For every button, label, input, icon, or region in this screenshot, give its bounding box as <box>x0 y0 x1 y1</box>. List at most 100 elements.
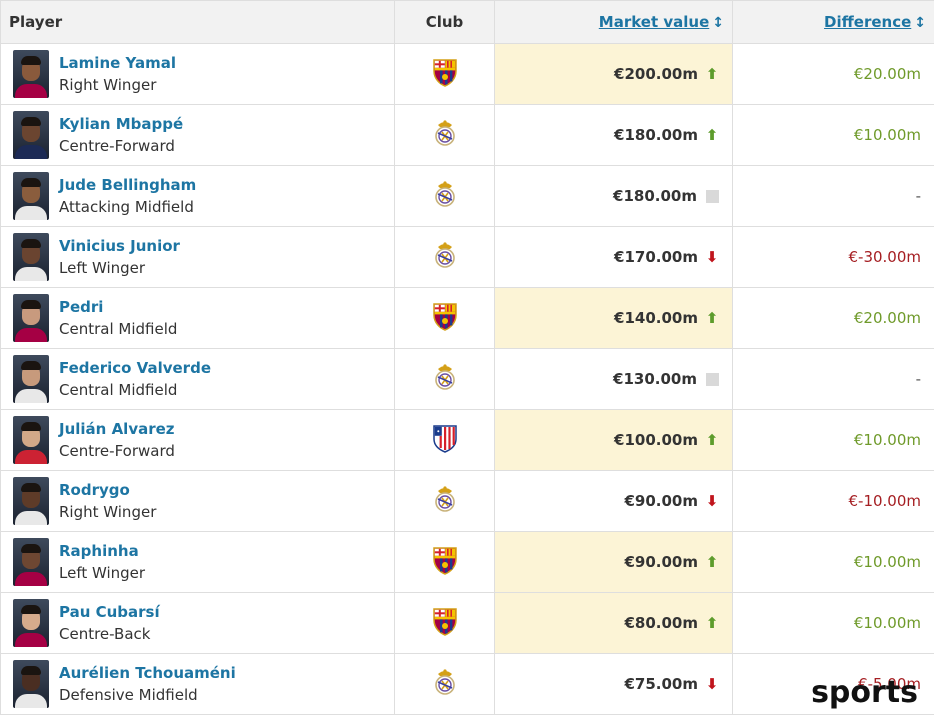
player-name-link[interactable]: Vinicius Junior <box>59 236 180 255</box>
barcelona-crest-icon[interactable] <box>431 301 459 331</box>
sort-difference-link[interactable]: Difference <box>824 13 912 31</box>
market-value-cell: €200.00m ⬆ <box>494 43 733 105</box>
player-position: Central Midfield <box>59 380 178 399</box>
barcelona-crest-icon[interactable] <box>431 57 459 87</box>
table-row: Julián Alvarez Centre-Forward €100.00m ⬆ … <box>0 409 934 471</box>
player-name-link[interactable]: Federico Valverde <box>59 358 211 377</box>
player-name-link[interactable]: Pedri <box>59 297 104 316</box>
player-avatar[interactable] <box>13 172 49 220</box>
player-position: Attacking Midfield <box>59 197 194 216</box>
table-row: Rodrygo Right Winger €90.00m ⬇ €-10.00m <box>0 470 934 532</box>
table-row: Federico Valverde Central Midfield €130.… <box>0 348 934 410</box>
table-row: Kylian Mbappé Centre-Forward €180.00m ⬆ €… <box>0 104 934 166</box>
player-name-link[interactable]: Kylian Mbappé <box>59 114 184 133</box>
difference-cell: €20.00m <box>732 43 934 105</box>
player-name-link[interactable]: Julián Alvarez <box>59 419 175 438</box>
table-row: Vinicius Junior Left Winger €170.00m ⬇ €-… <box>0 226 934 288</box>
player-avatar[interactable] <box>13 599 49 647</box>
value-difference: €-30.00m <box>848 248 921 266</box>
real-madrid-crest-icon[interactable] <box>433 484 457 514</box>
player-name-link[interactable]: Jude Bellingham <box>59 175 197 194</box>
club-cell <box>394 104 495 166</box>
atletico-madrid-crest-icon[interactable] <box>432 423 458 453</box>
market-value-cell: €90.00m ⬆ <box>494 531 733 593</box>
real-madrid-crest-icon[interactable] <box>433 667 457 697</box>
table-row: Jude Bellingham Attacking Midfield €180.… <box>0 165 934 227</box>
arrow-up-icon: ⬆ <box>705 614 719 632</box>
player-cell: Pedri Central Midfield <box>0 287 395 349</box>
sports-watermark-logo: sports <box>811 675 918 710</box>
difference-cell: €10.00m <box>732 409 934 471</box>
value-difference: €10.00m <box>853 431 921 449</box>
market-value: €140.00m <box>614 309 698 327</box>
player-cell: Federico Valverde Central Midfield <box>0 348 395 410</box>
value-difference: - <box>915 187 921 205</box>
table-row: Aurélien Tchouaméni Defensive Midfield €… <box>0 653 934 715</box>
player-avatar[interactable] <box>13 477 49 525</box>
market-value-cell: €140.00m ⬆ <box>494 287 733 349</box>
arrow-up-icon: ⬆ <box>705 126 719 144</box>
player-name-link[interactable]: Lamine Yamal <box>59 53 177 72</box>
market-value: €75.00m <box>624 675 698 693</box>
real-madrid-crest-icon[interactable] <box>433 362 457 392</box>
market-value-cell: €130.00m <box>494 348 733 410</box>
arrow-down-icon: ⬇ <box>705 675 719 693</box>
real-madrid-crest-icon[interactable] <box>433 118 457 148</box>
player-avatar[interactable] <box>13 660 49 708</box>
real-madrid-crest-icon[interactable] <box>433 179 457 209</box>
player-position: Central Midfield <box>59 319 178 338</box>
player-cell: Julián Alvarez Centre-Forward <box>0 409 395 471</box>
player-avatar[interactable] <box>13 111 49 159</box>
player-position: Right Winger <box>59 502 157 521</box>
player-cell: Rodrygo Right Winger <box>0 470 395 532</box>
player-avatar[interactable] <box>13 294 49 342</box>
player-position: Centre-Back <box>59 624 151 643</box>
player-cell: Aurélien Tchouaméni Defensive Midfield <box>0 653 395 715</box>
difference-cell: €20.00m <box>732 287 934 349</box>
market-value: €170.00m <box>614 248 698 266</box>
barcelona-crest-icon[interactable] <box>431 606 459 636</box>
player-position: Right Winger <box>59 75 157 94</box>
real-madrid-crest-icon[interactable] <box>433 240 457 270</box>
club-cell <box>394 409 495 471</box>
arrow-up-icon: ⬆ <box>705 309 719 327</box>
player-name-link[interactable]: Raphinha <box>59 541 139 560</box>
header-market-value[interactable]: Market value ↕ <box>494 0 733 44</box>
market-value-cell: €75.00m ⬇ <box>494 653 733 715</box>
player-position: Centre-Forward <box>59 136 175 155</box>
header-difference[interactable]: Difference ↕ <box>732 0 934 44</box>
barcelona-crest-icon[interactable] <box>431 545 459 575</box>
player-avatar[interactable] <box>13 355 49 403</box>
player-cell: Lamine Yamal Right Winger <box>0 43 395 105</box>
table-row: Pedri Central Midfield €140.00m ⬆ €20.00m <box>0 287 934 349</box>
arrow-up-icon: ⬆ <box>705 553 719 571</box>
player-avatar[interactable] <box>13 416 49 464</box>
sort-market-value-link[interactable]: Market value <box>598 13 710 31</box>
sort-icon[interactable]: ↕ <box>712 15 724 31</box>
player-name-link[interactable]: Aurélien Tchouaméni <box>59 663 236 682</box>
value-difference: €10.00m <box>853 126 921 144</box>
difference-cell: €-30.00m <box>732 226 934 288</box>
market-value-cell: €180.00m ⬆ <box>494 104 733 166</box>
difference-cell: €10.00m <box>732 104 934 166</box>
difference-cell: - <box>732 348 934 410</box>
player-avatar[interactable] <box>13 233 49 281</box>
market-value-cell: €90.00m ⬇ <box>494 470 733 532</box>
player-name-link[interactable]: Pau Cubarsí <box>59 602 160 621</box>
player-avatar[interactable] <box>13 538 49 586</box>
player-avatar[interactable] <box>13 50 49 98</box>
value-difference: €20.00m <box>853 65 921 83</box>
market-value: €90.00m <box>624 553 698 571</box>
player-cell: Kylian Mbappé Centre-Forward <box>0 104 395 166</box>
difference-cell: €-5.00m <box>732 653 934 715</box>
arrow-up-icon: ⬆ <box>705 431 719 449</box>
player-name-link[interactable]: Rodrygo <box>59 480 130 499</box>
arrow-down-icon: ⬇ <box>705 248 719 266</box>
market-value: €100.00m <box>614 431 698 449</box>
value-difference: €-5.00m <box>858 675 921 693</box>
club-cell <box>394 531 495 593</box>
sort-icon[interactable]: ↕ <box>914 15 926 31</box>
value-difference: €10.00m <box>853 614 921 632</box>
value-difference: €10.00m <box>853 553 921 571</box>
market-value: €180.00m <box>614 126 698 144</box>
